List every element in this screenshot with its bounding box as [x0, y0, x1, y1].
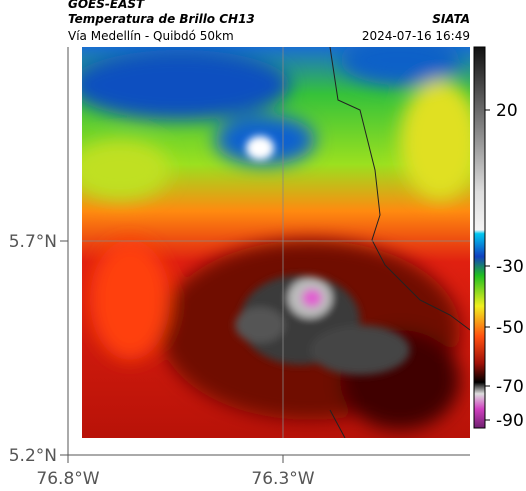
- map-image: [82, 47, 470, 438]
- lon-label: 76.3°W: [251, 469, 314, 489]
- colorbar-label: 20: [496, 101, 518, 121]
- colorbar-label: -30: [496, 257, 524, 277]
- colorbar-label: -50: [496, 318, 524, 338]
- colorbar-label: -90: [496, 411, 524, 431]
- product: Temperatura de Brillo CH13: [68, 12, 255, 26]
- satellite: GOES-EAST: [68, 0, 145, 11]
- datetime: 2024-07-16 16:49: [362, 29, 470, 43]
- lon-label: 76.8°W: [36, 469, 99, 489]
- colorbar-ticks: 20 -30 -50 -70 -90: [485, 101, 524, 431]
- border-line: [329, 47, 470, 438]
- lat-label: 5.2°N: [9, 446, 57, 466]
- lat-label: 5.7°N: [9, 232, 57, 252]
- source: SIATA: [432, 12, 470, 26]
- cold-core: [235, 136, 410, 375]
- colorbar: [473, 46, 486, 429]
- route: Vía Medellín - Quibdó 50km: [68, 29, 234, 43]
- colorbar-label: -70: [496, 377, 524, 397]
- cloud-field: [82, 47, 470, 430]
